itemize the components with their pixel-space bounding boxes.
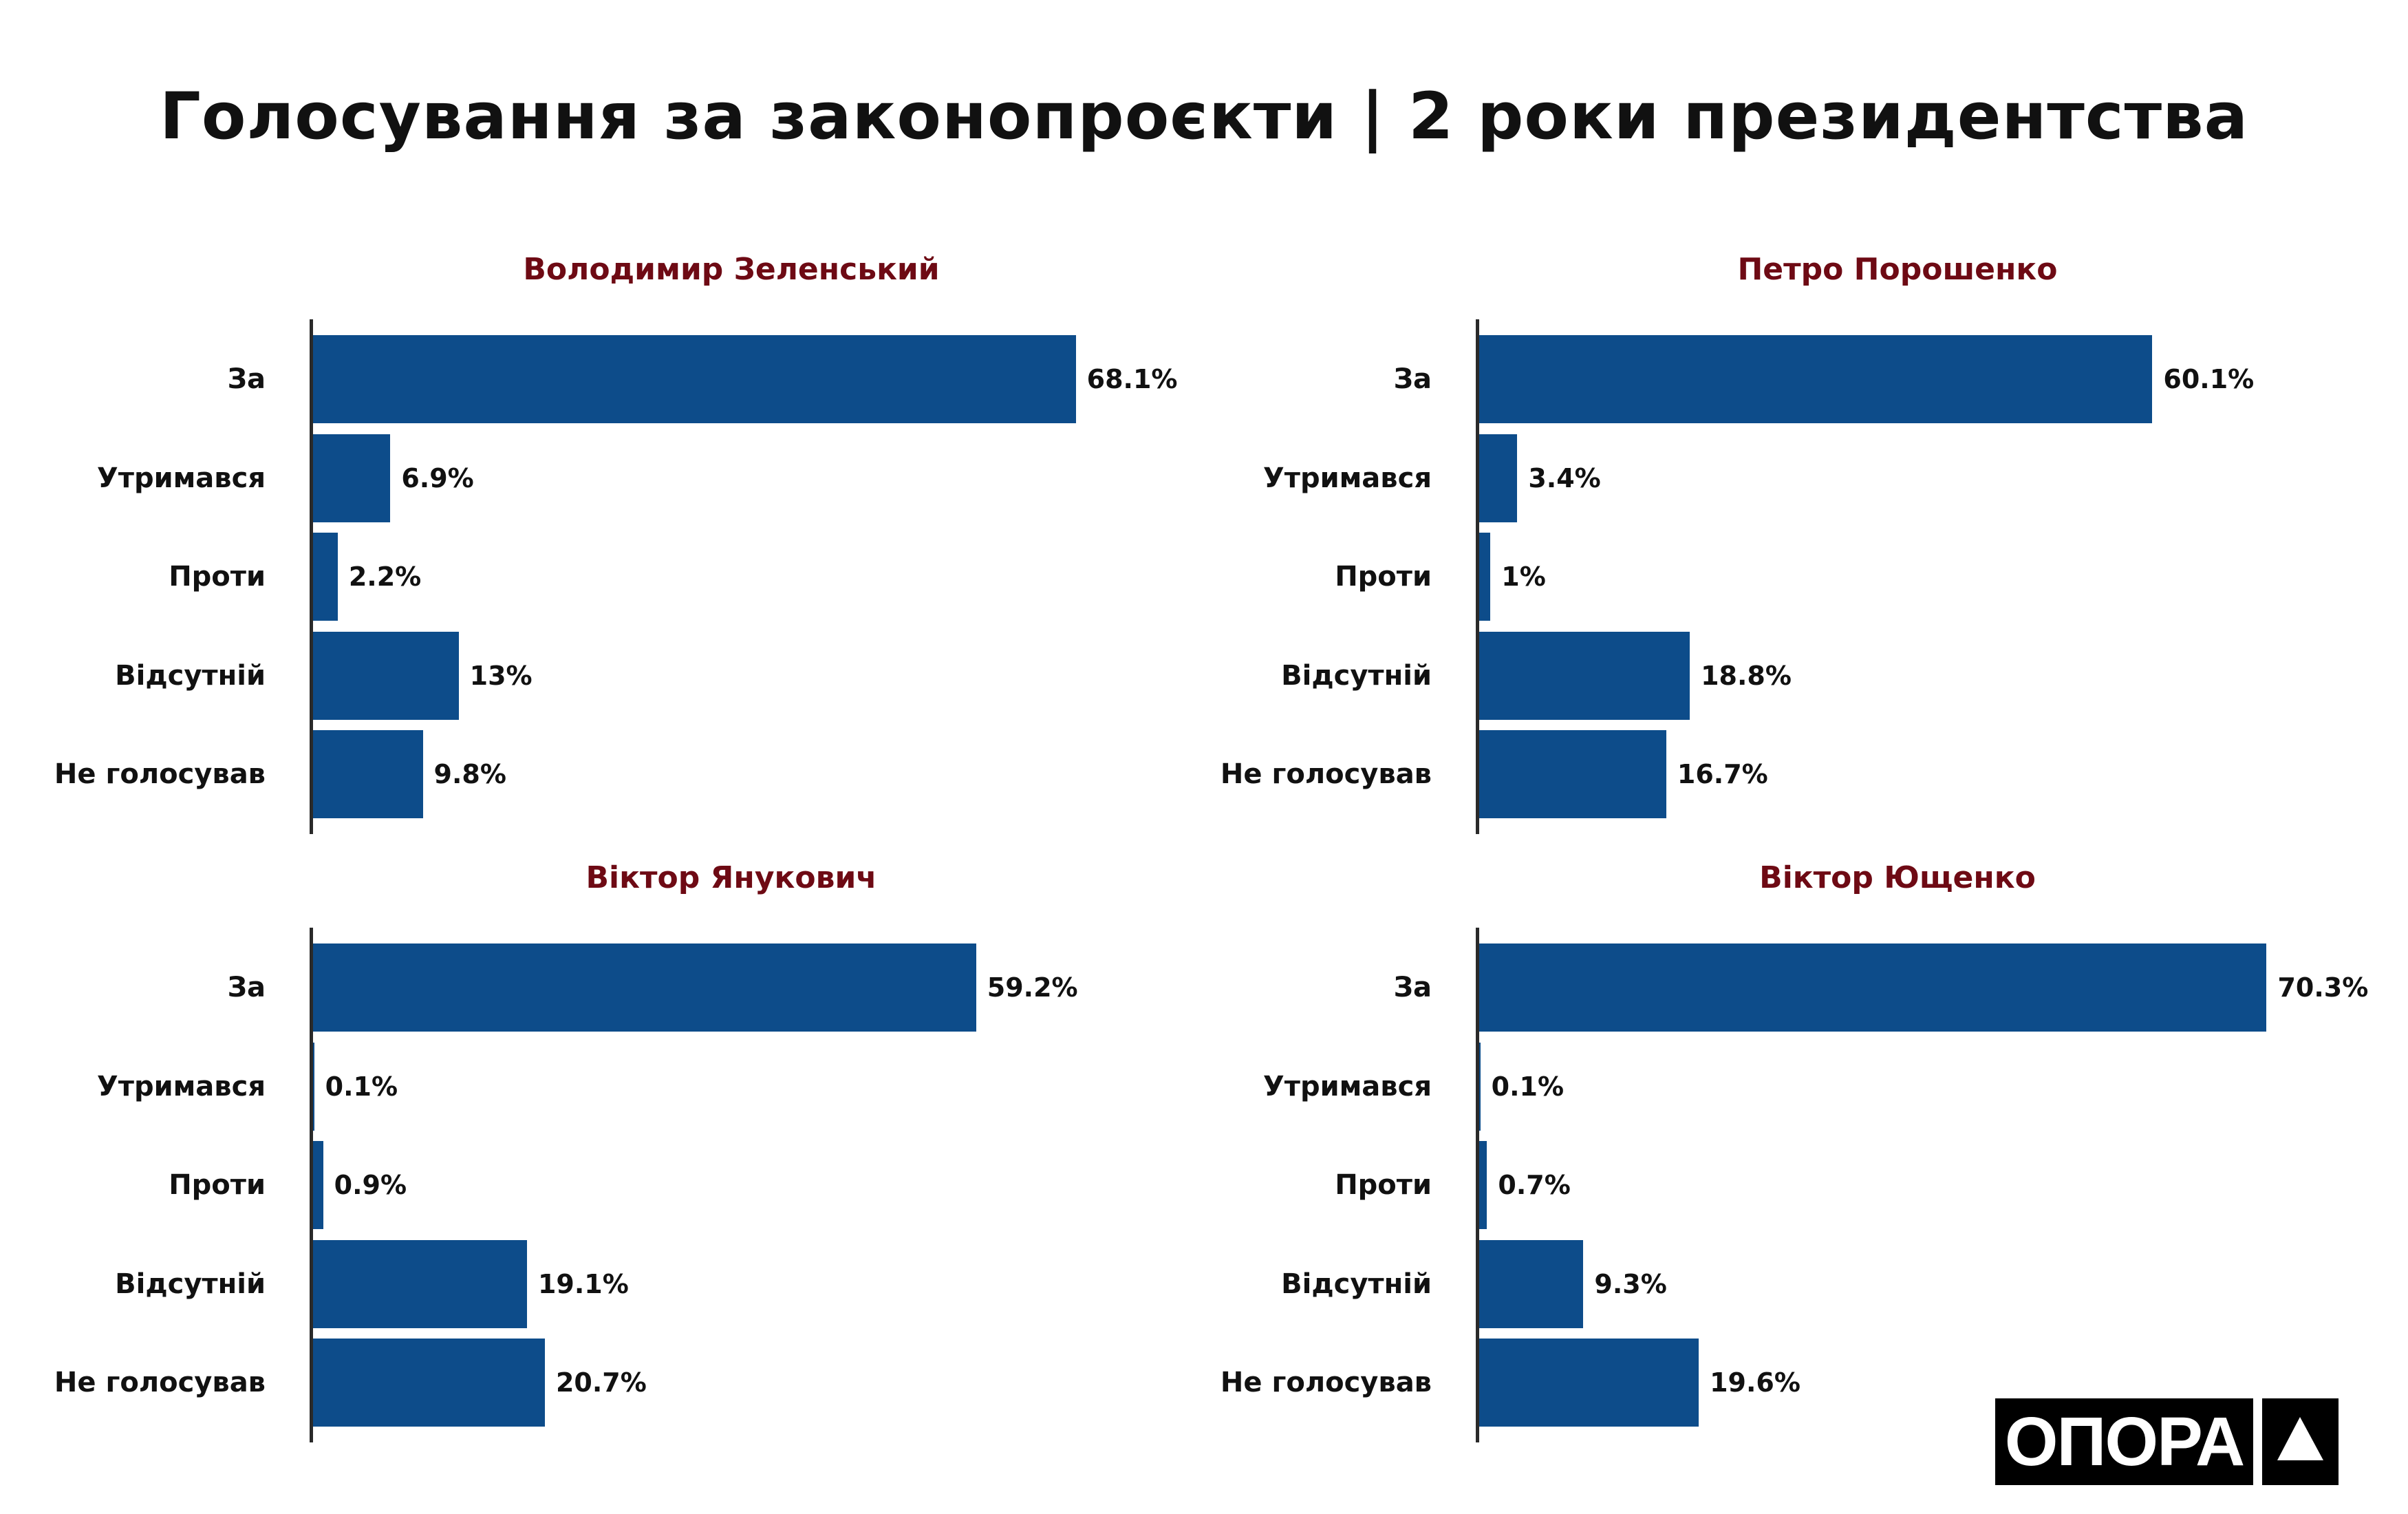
- bar: [1479, 631, 1690, 720]
- bar: [1479, 1239, 1584, 1328]
- category-label: Відсутній: [115, 1268, 266, 1300]
- bar: [1479, 335, 2153, 423]
- data-label: 6.9%: [401, 462, 474, 493]
- panel-title: Петро Порошенко: [1737, 252, 2058, 287]
- data-label: 2.2%: [348, 562, 422, 593]
- chart-title: Голосування за законопроєкти | 2 роки пр…: [159, 79, 2249, 154]
- bar: [1479, 730, 1666, 819]
- category-label: Відсутній: [1281, 659, 1432, 692]
- category-label: Проти: [1335, 1169, 1432, 1202]
- data-label: 0.7%: [1498, 1170, 1571, 1201]
- category-label: За: [1393, 363, 1432, 395]
- bar: [313, 1339, 545, 1427]
- chart-panel: Володимир Зеленський За 68.1% Утримався 6.9%…: [0, 0, 2408, 834]
- bar: [313, 1239, 527, 1328]
- bar: [1479, 943, 2267, 1032]
- data-label: 9.8%: [433, 759, 506, 790]
- y-axis-line: [1476, 928, 1479, 1442]
- category-label: Проти: [1335, 561, 1432, 593]
- category-label: За: [227, 972, 266, 1003]
- category-label: Відсутній: [115, 659, 266, 692]
- category-label: Утримався: [96, 1070, 266, 1102]
- bar: [313, 335, 1076, 423]
- category-label: Не голосував: [54, 758, 266, 791]
- data-label: 18.8%: [1701, 660, 1792, 691]
- data-label: 68.1%: [1086, 364, 1178, 394]
- data-label: 16.7%: [1677, 759, 1768, 790]
- y-axis-line: [310, 928, 313, 1442]
- logo-wordmark: ОПОРА: [1995, 1398, 2253, 1485]
- data-label: 19.1%: [537, 1268, 629, 1299]
- category-label: Проти: [169, 561, 266, 593]
- triangle-icon: [2262, 1398, 2339, 1485]
- data-label: 9.3%: [1594, 1268, 1667, 1299]
- category-label: Не голосував: [1220, 1367, 1432, 1399]
- panel-title: Віктор Янукович: [585, 860, 877, 895]
- category-label: Не голосував: [1220, 758, 1432, 791]
- bar: [313, 730, 423, 819]
- data-label: 20.7%: [555, 1367, 647, 1398]
- category-label: Утримався: [1262, 462, 1432, 494]
- panel-title: Володимир Зеленський: [523, 252, 940, 287]
- bar: [1479, 1339, 1699, 1427]
- category-label: Проти: [169, 1169, 266, 1202]
- category-label: Утримався: [96, 462, 266, 494]
- data-label: 60.1%: [2163, 364, 2255, 394]
- bar: [1479, 1141, 1487, 1230]
- y-axis-line: [1476, 319, 1479, 834]
- panel-title: Віктор Ющенко: [1759, 860, 2036, 895]
- data-label: 19.6%: [1710, 1367, 1800, 1398]
- data-label: 59.2%: [987, 972, 1078, 1003]
- category-label: Відсутній: [1281, 1268, 1432, 1300]
- y-axis-line: [310, 319, 313, 834]
- category-label: Утримався: [1262, 1070, 1432, 1102]
- bar: [1479, 533, 1491, 621]
- data-label: 1%: [1501, 562, 1546, 593]
- bar: [313, 943, 976, 1032]
- data-label: 3.4%: [1528, 462, 1601, 493]
- bar: [313, 631, 459, 720]
- category-label: За: [227, 363, 266, 395]
- bar: [1479, 434, 1518, 522]
- data-label: 0.9%: [334, 1170, 407, 1201]
- chart-panel: Петро Порошенко За 60.1% Утримався 3.4% Проти…: [0, 0, 2408, 834]
- data-label: 0.1%: [1491, 1071, 1565, 1102]
- bar: [313, 1141, 323, 1230]
- bar: [313, 1042, 314, 1131]
- data-label: 0.1%: [325, 1071, 398, 1102]
- bar: [1479, 1042, 1481, 1131]
- data-label: 13%: [469, 660, 533, 691]
- bar: [313, 434, 391, 522]
- bar: [313, 533, 338, 621]
- data-label: 70.3%: [2277, 972, 2369, 1003]
- chart-panel: Віктор Янукович За 59.2% Утримався 0.1% Проти…: [0, 0, 2408, 1442]
- chart-panel: Віктор Ющенко За 70.3% Утримався 0.1% Проти 0.…: [0, 0, 2408, 1442]
- category-label: За: [1393, 972, 1432, 1003]
- category-label: Не голосував: [54, 1367, 266, 1399]
